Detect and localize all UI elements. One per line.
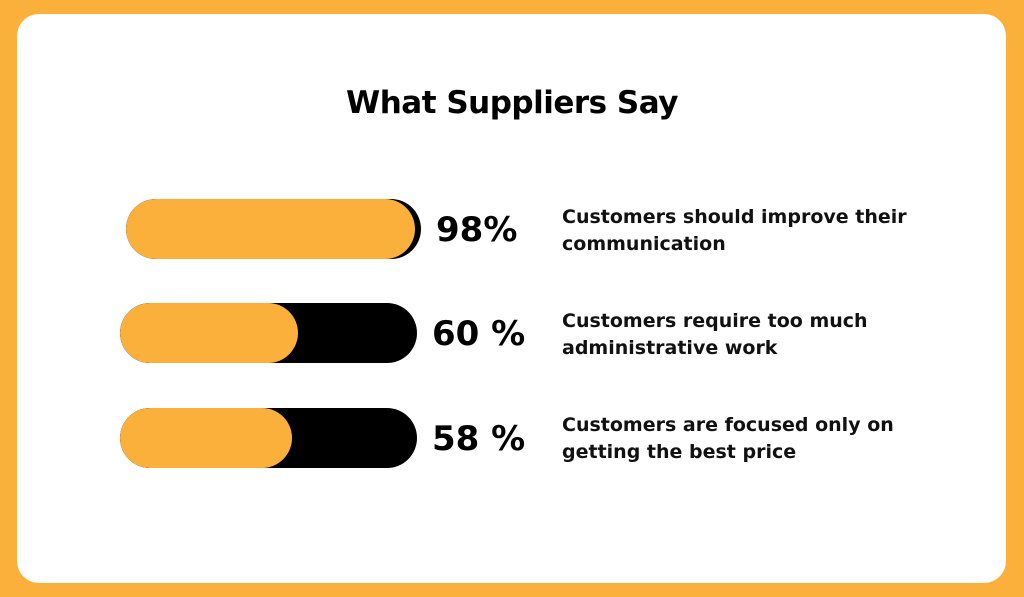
value-label-best-price: 58 % — [432, 419, 526, 459]
bar-track-administrative-work — [120, 303, 417, 363]
value-label-communication: 98% — [436, 210, 518, 250]
bar-track-communication — [126, 199, 421, 259]
card — [17, 14, 1006, 583]
value-label-administrative-work: 60 % — [432, 314, 526, 354]
chart-title: What Suppliers Say — [346, 85, 678, 121]
bar-fill-communication — [126, 199, 416, 259]
category-label-communication: Customers should improve their communica… — [562, 206, 907, 255]
bar-track-best-price — [120, 408, 417, 468]
bar-fill-administrative-work — [120, 303, 299, 363]
category-label-best-price: Customers are focused only on getting th… — [562, 414, 894, 463]
bar-fill-best-price — [120, 408, 293, 468]
category-label-administrative-work: Customers require too much administrativ… — [562, 310, 868, 359]
